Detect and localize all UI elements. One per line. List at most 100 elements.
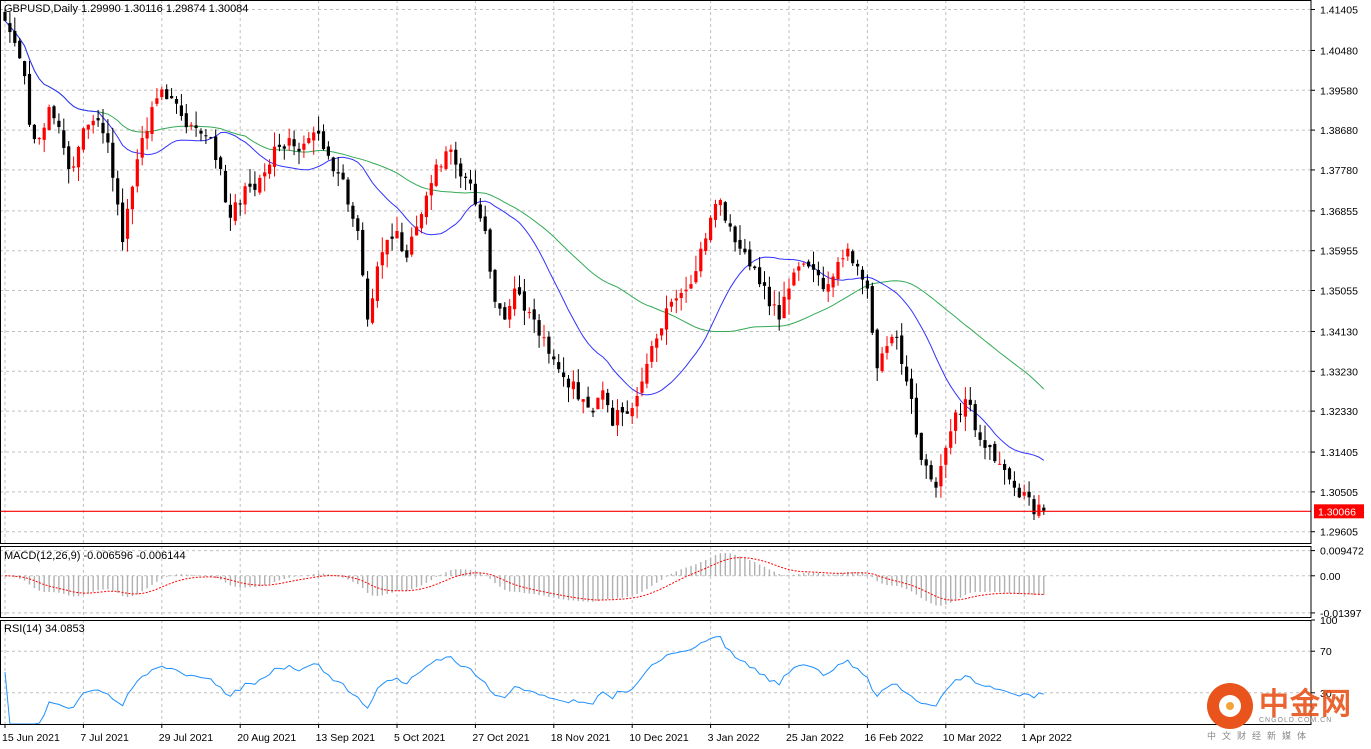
candle[interactable] (321, 124, 326, 151)
candle[interactable] (439, 164, 443, 173)
candle[interactable] (454, 141, 458, 179)
candle[interactable] (219, 155, 223, 176)
candle[interactable] (503, 302, 507, 320)
candle[interactable] (1027, 481, 1031, 506)
candle[interactable] (243, 182, 247, 215)
candle[interactable] (150, 101, 154, 142)
candle[interactable] (944, 445, 948, 479)
candle[interactable] (8, 12, 12, 43)
candle[interactable] (713, 199, 718, 228)
candle[interactable] (983, 425, 987, 460)
candle[interactable] (841, 249, 845, 268)
candle[interactable] (125, 198, 130, 252)
candle[interactable] (101, 108, 105, 144)
candle[interactable] (37, 137, 41, 145)
candle[interactable] (57, 113, 61, 134)
candle[interactable] (214, 129, 218, 169)
candle[interactable] (312, 126, 316, 155)
candle[interactable] (762, 271, 767, 300)
candle[interactable] (640, 367, 644, 397)
candle[interactable] (13, 17, 17, 47)
candle[interactable] (233, 194, 237, 226)
candle[interactable] (62, 118, 66, 155)
candle[interactable] (694, 255, 698, 284)
candle[interactable] (792, 268, 796, 287)
candle[interactable] (758, 257, 762, 288)
candle[interactable] (473, 170, 477, 207)
candle[interactable] (400, 222, 404, 253)
candle[interactable] (596, 397, 600, 410)
candle[interactable] (699, 241, 703, 278)
candle[interactable] (18, 38, 22, 59)
candle[interactable] (900, 323, 904, 375)
candle[interactable] (586, 386, 590, 408)
candle[interactable] (802, 262, 806, 267)
candle[interactable] (121, 188, 125, 251)
candle[interactable] (42, 123, 46, 153)
candle[interactable] (1037, 494, 1041, 519)
candle[interactable] (488, 227, 492, 279)
candle[interactable] (508, 299, 512, 329)
candle[interactable] (375, 261, 379, 308)
candle[interactable] (542, 324, 546, 347)
candle[interactable] (532, 298, 536, 333)
candle[interactable] (557, 354, 561, 373)
candle[interactable] (606, 388, 610, 413)
candle[interactable] (973, 400, 977, 438)
candle[interactable] (611, 400, 615, 427)
candle[interactable] (140, 125, 144, 166)
candle[interactable] (919, 432, 923, 466)
candle[interactable] (468, 169, 473, 191)
candle[interactable] (238, 199, 242, 216)
candle[interactable] (385, 239, 389, 268)
candle[interactable] (615, 399, 620, 437)
candle[interactable] (517, 275, 522, 296)
candle[interactable] (851, 249, 855, 267)
candle[interactable] (782, 281, 786, 319)
candle[interactable] (268, 159, 272, 179)
candle[interactable] (826, 271, 830, 302)
candle[interactable] (204, 129, 208, 145)
candle[interactable] (160, 86, 164, 101)
candle[interactable] (679, 288, 683, 311)
candle[interactable] (934, 477, 938, 498)
candle[interactable] (949, 418, 953, 455)
candle[interactable] (317, 116, 321, 141)
candle[interactable] (601, 381, 605, 410)
candle[interactable] (1042, 504, 1046, 515)
candle[interactable] (493, 268, 497, 308)
candle[interactable] (410, 227, 414, 257)
candle[interactable] (145, 117, 149, 150)
candle[interactable] (292, 130, 296, 156)
candle[interactable] (767, 276, 771, 316)
candle[interactable] (650, 340, 654, 368)
candle[interactable] (297, 142, 301, 165)
candle[interactable] (1017, 483, 1021, 499)
candle[interactable] (96, 109, 100, 127)
candle[interactable] (209, 136, 213, 140)
candle[interactable] (351, 201, 355, 227)
candle[interactable] (669, 298, 673, 312)
candle[interactable] (405, 244, 409, 263)
candle[interactable] (336, 157, 340, 187)
candle[interactable] (664, 295, 669, 345)
candle[interactable] (253, 171, 257, 197)
candle[interactable] (591, 407, 595, 418)
candle[interactable] (277, 133, 281, 152)
candle[interactable] (1012, 471, 1016, 497)
candle[interactable] (954, 409, 958, 444)
candle[interactable] (924, 454, 928, 479)
candle[interactable] (635, 386, 639, 419)
candle[interactable] (684, 276, 688, 303)
candle[interactable] (72, 156, 76, 172)
candle[interactable] (885, 336, 889, 360)
candle[interactable] (91, 114, 95, 134)
candle[interactable] (194, 111, 198, 137)
candle[interactable] (831, 273, 835, 298)
candle[interactable] (566, 374, 571, 403)
candle[interactable] (174, 96, 179, 114)
candle[interactable] (223, 164, 228, 203)
candle[interactable] (914, 383, 918, 438)
candle[interactable] (130, 185, 134, 225)
candle[interactable] (341, 164, 345, 181)
